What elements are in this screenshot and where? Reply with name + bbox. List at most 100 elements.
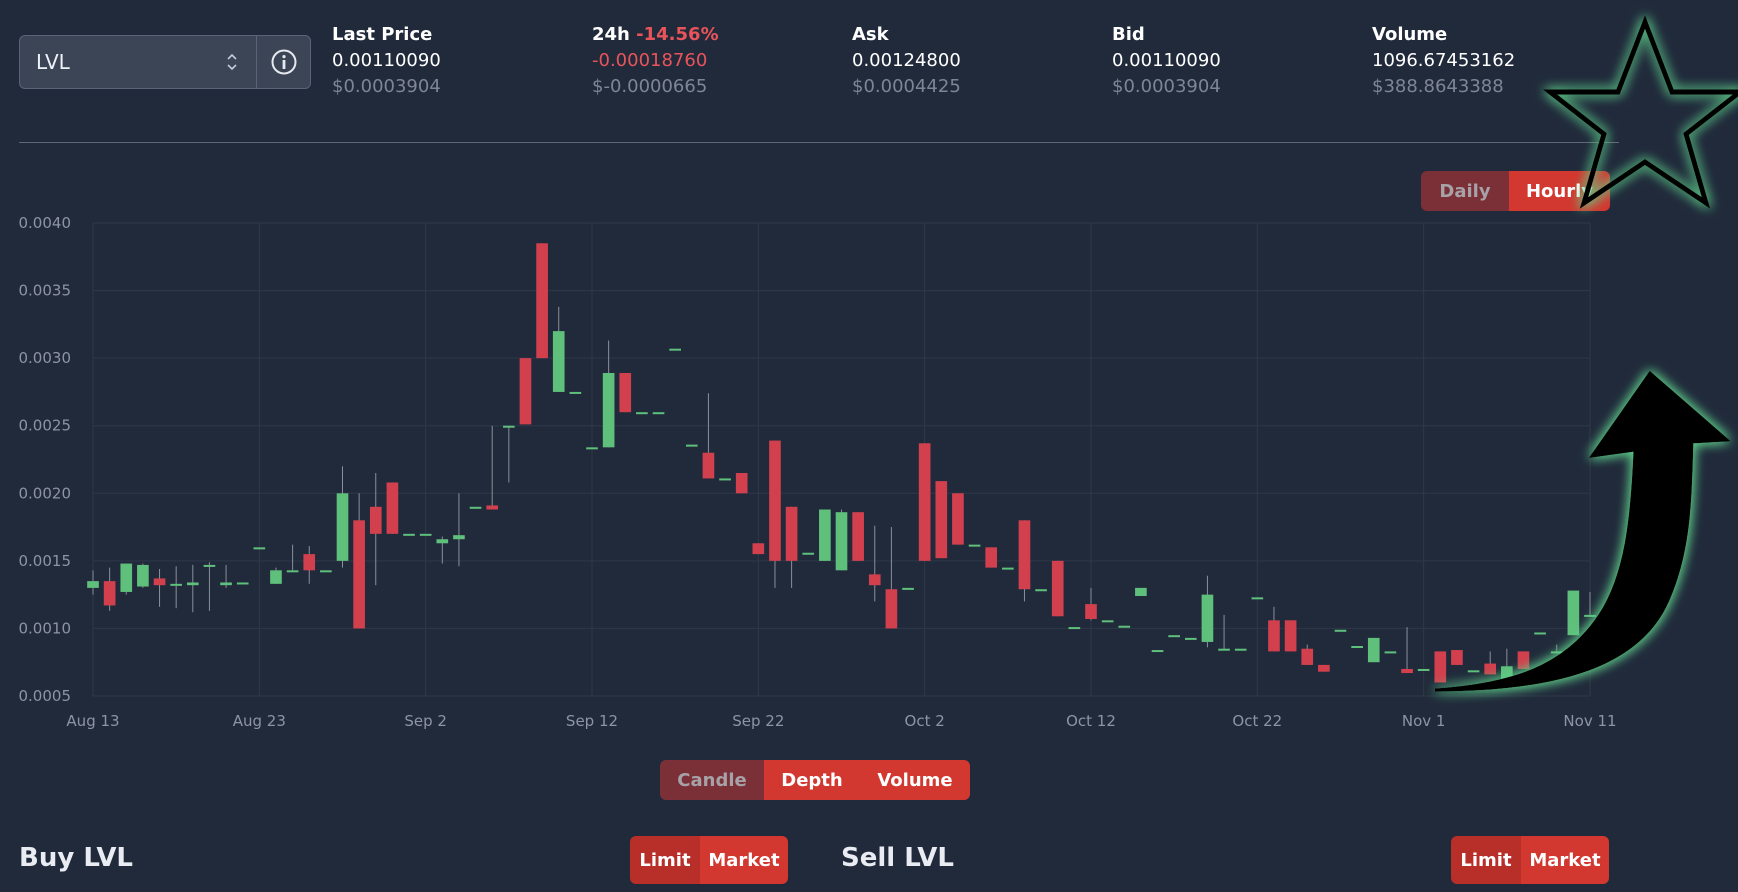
pair-dropdown[interactable]: LVL <box>20 36 256 88</box>
stat-last-price: Last Price 0.00110090 $0.0003904 <box>332 22 552 100</box>
info-icon <box>271 49 296 75</box>
candle-up <box>87 581 99 588</box>
change-usd: $-0.0000665 <box>592 76 708 97</box>
last-price-value: 0.00110090 <box>332 50 441 71</box>
x-tick-label: Aug 13 <box>66 712 119 730</box>
candle-up <box>120 563 133 592</box>
candle-down <box>1051 560 1064 617</box>
candle-down <box>769 440 781 561</box>
candle-up <box>186 582 199 586</box>
candle-up <box>419 533 432 536</box>
y-tick-label: 0.0030 <box>19 349 72 367</box>
candle-down <box>536 243 548 359</box>
candle-up <box>1534 632 1546 635</box>
buy-limit-button[interactable]: Limit <box>630 836 700 884</box>
candle-up <box>685 444 698 447</box>
candle-up <box>469 506 482 509</box>
candle-up <box>835 512 848 571</box>
candle-up <box>636 412 648 415</box>
candle-up <box>236 582 249 585</box>
candle-up <box>1334 629 1347 632</box>
sell-limit-button[interactable]: Limit <box>1451 836 1521 884</box>
candle-up <box>253 547 266 550</box>
candle-down <box>619 373 632 413</box>
bid-usd: $0.0003904 <box>1112 76 1221 97</box>
candle-down <box>985 547 998 568</box>
candle-down <box>369 506 382 534</box>
x-tick-label: Sep 22 <box>732 712 784 730</box>
candle-up <box>1251 597 1264 600</box>
candle-up <box>220 582 232 586</box>
candle-up <box>1002 567 1014 570</box>
candle-up <box>802 552 815 555</box>
candle-down <box>1301 648 1314 665</box>
pair-selector: LVL <box>19 35 311 89</box>
stat-24h-label: 24h <box>592 24 630 45</box>
volume-button[interactable]: Volume <box>860 760 970 800</box>
candle-up <box>1201 594 1214 642</box>
candle-up <box>170 583 182 586</box>
candle-down <box>785 506 798 561</box>
candle-down <box>1401 668 1413 674</box>
candle-down <box>868 574 881 586</box>
candle-up <box>453 535 465 540</box>
y-tick-label: 0.0010 <box>19 619 72 637</box>
candle-up <box>602 373 615 448</box>
x-tick-label: Oct 2 <box>905 712 945 730</box>
candle-up <box>552 331 565 392</box>
sell-order-type-toggle: Limit Market <box>1451 836 1609 884</box>
candle-down <box>1484 663 1497 675</box>
daily-button[interactable]: Daily <box>1421 171 1509 211</box>
pair-symbol: LVL <box>36 50 70 74</box>
candle-up <box>203 564 216 567</box>
candle-up <box>1035 589 1047 592</box>
stat-label: 24h -14.56% <box>592 22 812 48</box>
y-tick-label: 0.0005 <box>19 687 72 705</box>
candle-up <box>1351 645 1363 648</box>
candle-button[interactable]: Candle <box>660 760 764 800</box>
candle-up <box>320 570 332 573</box>
bid-value: 0.00110090 <box>1112 50 1221 71</box>
candle-up <box>270 570 282 584</box>
candle-down <box>735 473 748 494</box>
candle-up <box>1501 666 1513 680</box>
candle-up <box>137 564 149 587</box>
candle-down <box>1517 651 1530 669</box>
y-tick-label: 0.0025 <box>19 417 72 435</box>
x-tick-label: Nov 1 <box>1402 712 1446 730</box>
candle-down <box>852 512 864 561</box>
stat-volume: Volume 1096.67453162 $388.8643388 <box>1372 22 1592 100</box>
candle-up <box>1184 637 1197 640</box>
x-tick-label: Oct 12 <box>1066 712 1116 730</box>
volume-usd: $388.8643388 <box>1372 76 1504 97</box>
candle-down <box>1085 604 1097 619</box>
x-tick-label: Oct 22 <box>1232 712 1282 730</box>
candle-up <box>1550 651 1563 654</box>
x-tick-label: Aug 23 <box>233 712 286 730</box>
candle-up <box>819 509 831 561</box>
stat-label: Volume <box>1372 24 1448 45</box>
candle-down <box>952 493 964 545</box>
candle-up <box>1168 635 1180 638</box>
x-tick-label: Nov 11 <box>1563 712 1616 730</box>
ask-usd: $0.0004425 <box>852 76 961 97</box>
buy-order-type-toggle: Limit Market <box>630 836 788 884</box>
y-tick-label: 0.0020 <box>19 484 72 502</box>
buy-market-button[interactable]: Market <box>700 836 788 884</box>
candle-up <box>403 533 415 536</box>
candle-up <box>1068 627 1081 630</box>
ask-value: 0.00124800 <box>852 50 961 71</box>
info-button[interactable] <box>256 36 310 88</box>
depth-button[interactable]: Depth <box>764 760 860 800</box>
stat-24h-change: 24h -14.56% -0.00018760 $-0.0000665 <box>592 22 812 100</box>
candle-up <box>902 587 914 590</box>
candle-up <box>1384 651 1397 654</box>
price-chart[interactable]: 0.0040 0.0035 0.0030 0.0025 0.0020 0.0015 0.00… <box>0 205 1738 735</box>
stat-label: Ask <box>852 24 889 45</box>
candle-down <box>1451 650 1463 665</box>
candle-up <box>336 493 349 561</box>
sell-market-button[interactable]: Market <box>1521 836 1609 884</box>
candle-down <box>486 505 499 510</box>
candle-up <box>586 447 598 450</box>
